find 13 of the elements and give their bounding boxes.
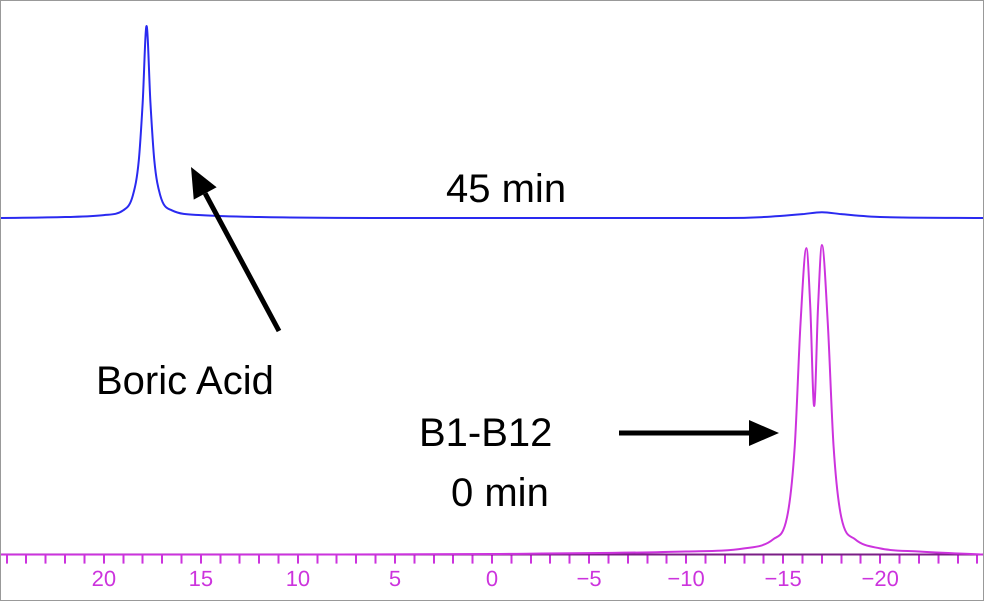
annotation: 45 min: [446, 167, 566, 211]
x-tick-label: −15: [764, 566, 802, 591]
x-tick-label: 15: [188, 566, 214, 591]
x-tick-label: −5: [576, 566, 602, 591]
annotation: Boric Acid: [96, 359, 274, 403]
x-tick-label: 20: [92, 566, 116, 591]
x-tick-label: −20: [861, 566, 899, 591]
annotation: B1-B12: [419, 411, 552, 455]
annotation: 0 min: [451, 471, 549, 515]
x-tick-label: −10: [667, 566, 705, 591]
x-tick-label: 5: [388, 566, 402, 591]
x-tick-label: 0: [486, 566, 498, 591]
x-tick-label: 10: [286, 566, 310, 591]
